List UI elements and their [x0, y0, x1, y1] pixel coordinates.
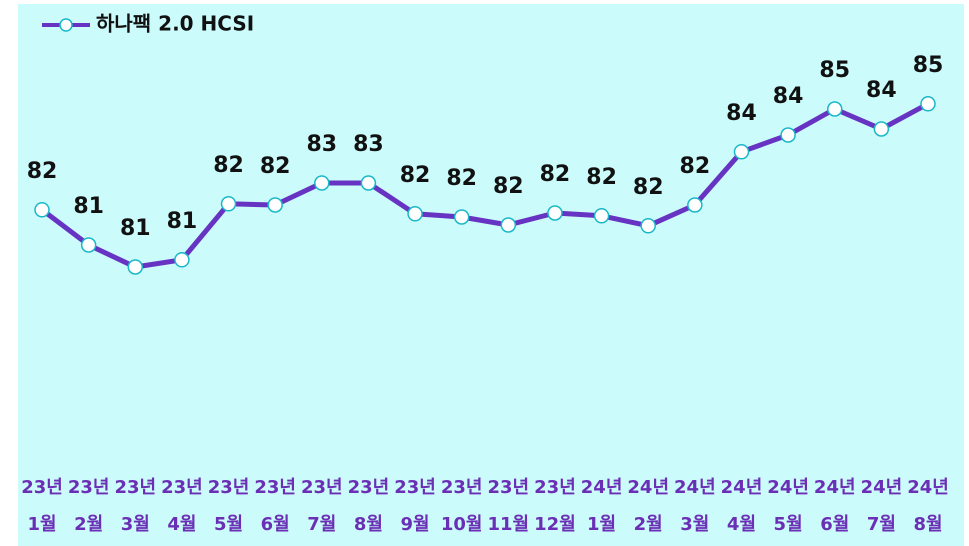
line — [40, 101, 930, 270]
point — [34, 202, 50, 218]
point — [780, 127, 796, 143]
point — [873, 121, 890, 137]
x-tick-label: 3월 — [121, 514, 150, 535]
value-label: 82 — [27, 159, 58, 184]
x-tick-label: 1월 — [27, 514, 56, 535]
x-tick-label: 23년 — [488, 477, 530, 498]
x-tick-label: 9월 — [401, 514, 430, 535]
point — [920, 96, 936, 112]
point — [453, 209, 470, 225]
plot-background — [18, 4, 964, 546]
x-tick-label: 5월 — [774, 514, 803, 535]
value-label: 82 — [400, 163, 431, 188]
point — [360, 175, 377, 191]
x-tick-label: 23년 — [68, 477, 110, 498]
x-tick-label: 6월 — [820, 514, 849, 535]
value-label: 82 — [493, 174, 524, 199]
value-label: 81 — [73, 194, 104, 219]
x-tick-label: 23년 — [254, 477, 296, 498]
value-label: 85 — [913, 53, 944, 78]
x-tick-label: 24년 — [674, 477, 716, 498]
x-tick-label: 7월 — [867, 514, 896, 535]
x-tick-label: 24년 — [581, 477, 623, 498]
value-label: 84 — [866, 78, 897, 103]
point — [500, 217, 517, 233]
value-label: 82 — [633, 175, 664, 200]
point — [687, 197, 703, 213]
point — [733, 144, 750, 160]
legend-label: 하나팩 2.0 HCSI — [96, 12, 254, 36]
x-tick-label: 24년 — [907, 477, 949, 498]
point — [174, 252, 190, 268]
x-tick-label: 11월 — [488, 514, 530, 535]
point — [640, 218, 656, 234]
legend-marker — [59, 18, 73, 32]
x-tick-label: 4월 — [167, 514, 196, 535]
point — [127, 259, 144, 275]
point — [407, 206, 423, 222]
value-label: 83 — [306, 132, 337, 157]
value-label: 85 — [819, 58, 850, 83]
x-tick-label: 24년 — [627, 477, 669, 498]
value-label: 82 — [586, 165, 617, 190]
x-tick-label: 23년 — [21, 477, 63, 498]
x-tick-label: 24년 — [721, 477, 763, 498]
x-tick-label: 8월 — [354, 514, 383, 535]
x-tick-label: 23년 — [534, 477, 576, 498]
value-label: 81 — [120, 216, 151, 241]
point — [220, 196, 237, 212]
value-label: 82 — [540, 162, 571, 187]
x-tick-label: 23년 — [394, 477, 436, 498]
x-tick-label: 10월 — [441, 514, 483, 535]
point — [547, 205, 563, 221]
x-tick-label: 5월 — [214, 514, 243, 535]
value-label: 83 — [353, 132, 384, 157]
x-tick-label: 23년 — [208, 477, 250, 498]
x-tick-label: 24년 — [861, 477, 903, 498]
x-tick-label: 1월 — [587, 514, 616, 535]
x-tick-label: 24년 — [767, 477, 809, 498]
value-label: 81 — [167, 209, 198, 234]
x-tick-label: 2월 — [634, 514, 663, 535]
value-label: 84 — [726, 101, 757, 126]
x-tick-label: 7월 — [307, 514, 336, 535]
x-tick-label: 24년 — [814, 477, 856, 498]
value-label: 82 — [213, 153, 244, 178]
x-tick-label: 23년 — [301, 477, 343, 498]
x-tick-label: 6월 — [261, 514, 290, 535]
x-tick-label: 23년 — [348, 477, 390, 498]
point — [80, 237, 97, 253]
point — [314, 175, 330, 191]
x-tick-label: 8월 — [913, 514, 942, 535]
point — [826, 101, 843, 117]
value-label: 82 — [446, 166, 477, 191]
value-label: 82 — [680, 154, 711, 179]
x-tick-label: 23년 — [441, 477, 483, 498]
x-tick-label: 12월 — [534, 514, 576, 535]
x-tick-label: 2월 — [74, 514, 103, 535]
x-tick-label: 23년 — [114, 477, 156, 498]
value-label: 82 — [260, 154, 291, 179]
point — [267, 197, 283, 213]
value-label: 84 — [773, 84, 804, 109]
x-tick-label: 4월 — [727, 514, 756, 535]
x-tick-label: 3월 — [680, 514, 709, 535]
x-tick-label: 23년 — [161, 477, 203, 498]
point — [593, 208, 610, 224]
